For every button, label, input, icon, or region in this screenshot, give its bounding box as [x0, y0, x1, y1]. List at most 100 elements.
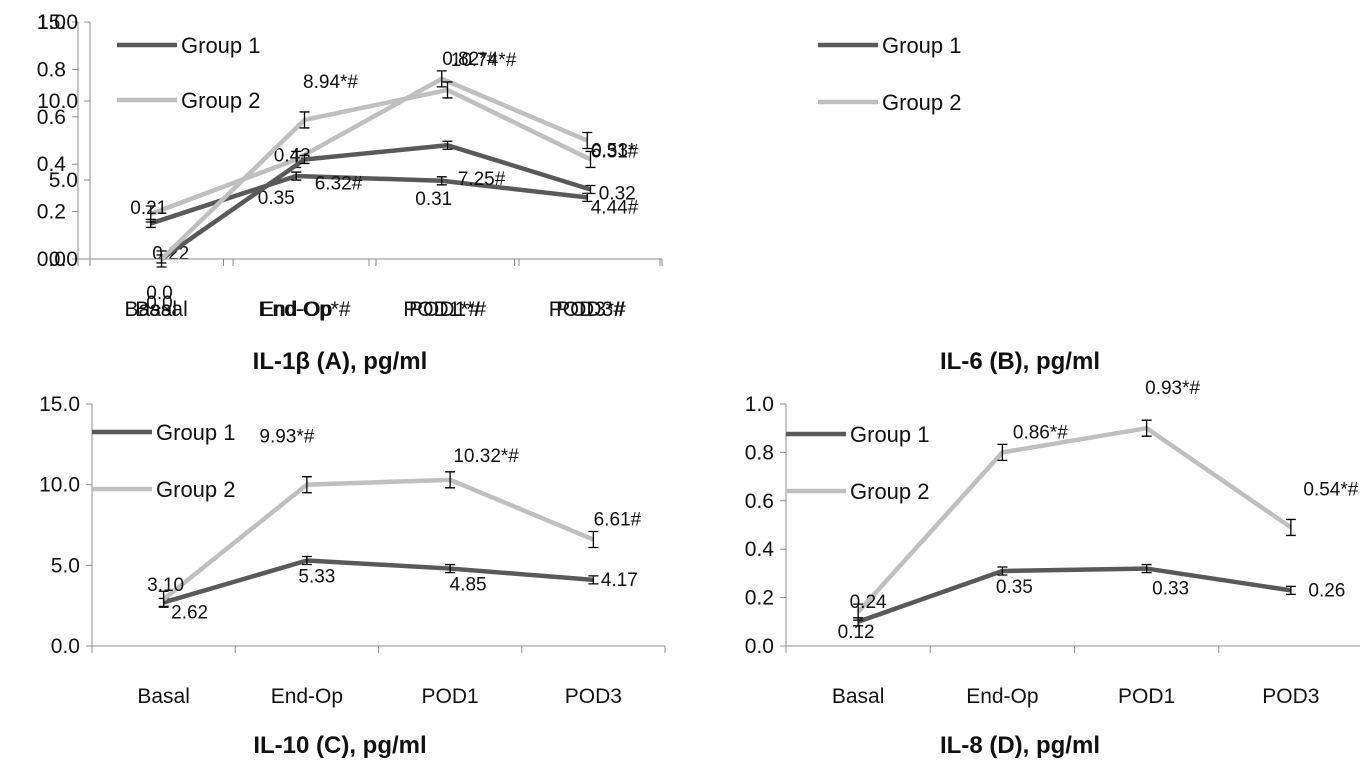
- error-bar: [299, 111, 310, 129]
- data-label: 0.54*#: [1303, 479, 1358, 500]
- error-bar: [301, 555, 312, 566]
- x-tick-label: Basal: [124, 298, 177, 321]
- chart-il10: 0.0 5.0 10.0 15.0 Basal End-Op POD1 POD3 2.62 5.3…: [39, 393, 666, 708]
- panel-a: 0.0 0.2 0.4 0.6 0.8 1.0 Basal End-Op POD1*# POD3*…: [0, 0, 680, 384]
- x-tick-label: End-Op: [966, 685, 1038, 708]
- data-label: 0.33: [1152, 579, 1189, 600]
- panel-d: 0.0 0.2 0.4 0.6 0.8 1.0 Basal End-Op POD1 POD3 0.1…: [680, 378, 1360, 768]
- y-tick-label: 0.0: [51, 635, 80, 658]
- data-label: 9.93*#: [259, 427, 314, 448]
- y-tick-label: 0.6: [37, 106, 66, 129]
- y-tick-label: 1.0: [745, 393, 774, 416]
- y-tick-label: 0.6: [745, 490, 774, 513]
- data-label: 0.31: [415, 189, 452, 210]
- data-label: 10.32*#: [453, 446, 519, 467]
- x-tick-label: End-Op: [271, 685, 343, 708]
- x-tick-label: End-Op: [260, 298, 332, 321]
- data-label: 0.26: [1308, 580, 1345, 601]
- data-label: 2.62: [171, 602, 208, 623]
- x-tick-label: POD1: [1118, 685, 1175, 708]
- series-line-1: [150, 173, 588, 226]
- x-tick-label: POD1*#: [409, 298, 486, 321]
- y-tick-label: 15.0: [37, 11, 78, 34]
- data-label: 0.82*#: [442, 49, 497, 70]
- error-bar: [156, 250, 167, 268]
- error-bar: [445, 563, 456, 574]
- x-tick-label: Basal: [832, 685, 885, 708]
- data-label: 0.53*: [591, 141, 636, 162]
- data-label: 7.25#: [458, 169, 506, 190]
- error-bar: [588, 575, 599, 585]
- panel-c: 0.0 5.0 10.0 15.0 Basal End-Op POD1 POD3 2.62 5.3…: [0, 384, 680, 768]
- series-line-2: [162, 477, 595, 601]
- chart-title: IL-8 (D), pg/ml: [940, 732, 1100, 759]
- series-line-1: [162, 558, 594, 605]
- legend-label: Group 2: [850, 479, 930, 504]
- x-tick-label: Basal: [135, 298, 188, 321]
- x-tick-label: POD1: [422, 685, 479, 708]
- y-tick-label: 5.0: [49, 169, 78, 192]
- legend-label: Group 2: [156, 477, 236, 502]
- error-bar: [582, 131, 593, 150]
- data-label: 5.33: [298, 566, 335, 587]
- error-bar: [145, 205, 156, 223]
- data-label: 0.24: [850, 592, 887, 613]
- error-bar: [585, 150, 596, 169]
- series-line-1: [857, 566, 1292, 624]
- error-bar: [997, 443, 1008, 462]
- x-tick-label: POD3#: [556, 298, 625, 321]
- series-line-1: [160, 142, 592, 261]
- series-line-2: [856, 425, 1293, 614]
- data-label: 0.93*#: [1145, 378, 1200, 399]
- data-label: 0.0: [146, 283, 172, 304]
- x-tick-label: POD1*#: [403, 298, 480, 321]
- y-tick-label: 5.0: [51, 554, 80, 577]
- y-tick-label: 15.0: [39, 393, 80, 416]
- error-bar: [299, 154, 310, 165]
- data-label: 4.85: [450, 575, 487, 596]
- y-tick-label: 10.0: [37, 90, 78, 113]
- error-bar: [588, 530, 599, 549]
- x-tick-label: End-Op*#: [258, 298, 351, 321]
- legend-label: Group 1: [156, 420, 236, 445]
- legend-label: Group 2: [882, 90, 962, 115]
- data-label: 0.21: [130, 198, 167, 219]
- data-label: 6.32#: [315, 173, 363, 194]
- error-bar: [1141, 419, 1152, 437]
- error-bar: [1285, 518, 1296, 537]
- data-label: 0.0: [146, 293, 172, 314]
- chart-title: IL-6 (B), pg/ml: [940, 348, 1100, 375]
- data-label: 8.94*#: [303, 72, 358, 93]
- error-bar: [853, 603, 864, 621]
- error-bar: [445, 471, 456, 489]
- x-tick-label: Basal: [137, 685, 190, 708]
- error-bar: [291, 171, 302, 181]
- legend-label: Group 1: [882, 33, 962, 58]
- data-label: 4.44#: [591, 197, 639, 218]
- data-label: 0.86*#: [1013, 422, 1068, 443]
- error-bar: [1285, 585, 1296, 595]
- data-label: 6.61#: [594, 510, 642, 531]
- y-tick-label: 0.2: [745, 587, 774, 610]
- y-tick-label: 0.4: [745, 538, 775, 561]
- error-bar: [997, 566, 1008, 576]
- x-tick-label: POD3*#: [549, 298, 626, 321]
- y-tick-label: 0.0: [745, 635, 774, 658]
- chart-title: IL-10 (C), pg/ml: [253, 732, 427, 759]
- y-tick-label: 10.0: [39, 474, 80, 497]
- legend-label: Group 1: [181, 33, 261, 58]
- legend-label: Group 1: [850, 422, 930, 447]
- y-tick-label: 0.8: [37, 58, 66, 81]
- data-label: 0.35: [996, 577, 1033, 598]
- panel-b: 0.0 5.0 10.0 15.0 Basal End-Op*# POD1*# POD3# 0.…: [37, 0, 1360, 384]
- error-bar: [301, 476, 312, 494]
- error-bar: [585, 184, 596, 195]
- y-tick-label: 1.0: [37, 11, 66, 34]
- data-label: 0.32: [599, 183, 636, 204]
- data-label: 3.10: [147, 575, 184, 596]
- y-tick-label: 0.2: [37, 201, 66, 224]
- error-bar: [442, 140, 453, 150]
- data-label: 0.12: [838, 622, 875, 643]
- x-tick-label: POD3: [565, 685, 622, 708]
- error-bar: [436, 70, 447, 88]
